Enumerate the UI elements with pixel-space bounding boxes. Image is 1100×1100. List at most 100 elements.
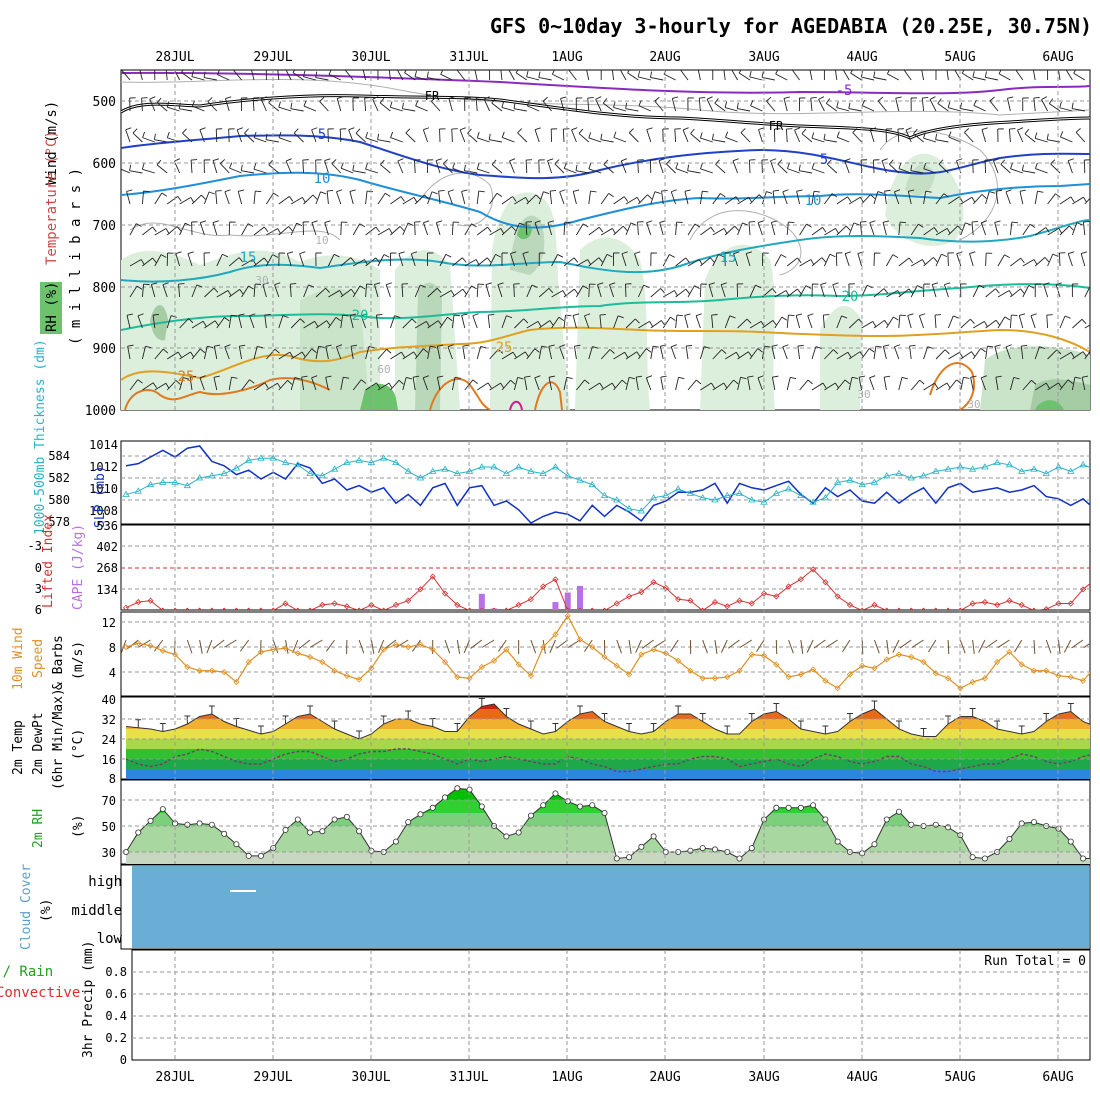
barb-staff	[315, 191, 321, 205]
barb-flag	[929, 96, 936, 100]
barb-flag	[635, 375, 643, 378]
rh-point	[908, 821, 915, 828]
wind10-marker	[392, 641, 400, 648]
upper-wind-barb	[873, 288, 889, 298]
barb-flag	[534, 220, 541, 224]
upper-wind-barb	[749, 194, 764, 205]
barb-flag	[661, 320, 666, 326]
barb-staff	[576, 379, 585, 391]
barb-flag	[368, 345, 375, 349]
barb-staff	[869, 377, 875, 391]
barb-staff	[923, 191, 927, 205]
barb-flag	[690, 128, 695, 134]
barb-flag	[404, 70, 407, 73]
barb-staff	[203, 191, 210, 205]
barb-staff	[204, 320, 216, 329]
upper-wind-barb	[662, 316, 676, 329]
barb-flag	[573, 257, 579, 263]
barb-flag	[781, 316, 788, 321]
upper-wind-barb	[302, 159, 309, 174]
rh-point	[736, 855, 743, 862]
contour-rh-gray	[419, 172, 494, 227]
wind10-axis-units: (m/s)	[71, 641, 86, 680]
barb-flag	[311, 127, 318, 131]
barb-staff	[336, 98, 342, 112]
barb-staff	[972, 76, 986, 81]
barb-flag	[913, 128, 918, 135]
barb-flag	[423, 375, 429, 379]
barb-flag	[345, 70, 346, 71]
barb-staff	[253, 137, 267, 143]
barb-staff	[1067, 253, 1073, 267]
rh-point	[405, 819, 412, 826]
barb-flag	[397, 158, 404, 162]
barb-staff	[149, 98, 156, 112]
y-tick-label: 1010	[89, 482, 118, 496]
upper-wind-barb	[476, 257, 492, 267]
upper-wind-barb	[736, 102, 751, 112]
barb-staff	[377, 192, 386, 205]
contour-temp-5	[121, 134, 1090, 180]
rh-shade-area	[905, 164, 935, 195]
barb-flag	[757, 348, 763, 353]
barb-flag	[989, 96, 995, 102]
barb-flag	[1048, 98, 1054, 104]
rh-point	[785, 804, 792, 811]
wind10-barb	[978, 639, 986, 653]
barb-staff	[487, 315, 491, 329]
barb-flag	[390, 131, 394, 138]
upper-wind-barb	[699, 346, 711, 360]
lifted-index-marker	[282, 600, 289, 607]
barb-staff	[285, 160, 292, 174]
barb-flag	[231, 376, 238, 379]
barb-flag	[946, 382, 951, 389]
barb-flag	[612, 228, 616, 234]
rh-point	[883, 816, 890, 823]
barb-flag	[815, 346, 822, 349]
barb-staff	[811, 257, 823, 267]
lifted-index-marker	[711, 599, 719, 606]
barb-staff	[771, 377, 776, 391]
upper-wind-barb	[897, 128, 904, 143]
barb-flag	[599, 382, 604, 389]
contour-temp-minus5	[121, 71, 1090, 95]
upper-wind-barb	[576, 379, 590, 391]
barb-flag	[453, 314, 461, 317]
barb-staff	[439, 290, 452, 298]
upper-wind-barb	[772, 189, 780, 205]
barb-flag	[993, 158, 1000, 162]
upper-wind-barb	[212, 220, 219, 236]
upper-wind-barb	[154, 228, 170, 236]
barb-flag	[680, 66, 685, 70]
upper-wind-barb	[923, 283, 930, 298]
barb-flag	[175, 380, 181, 385]
upper-wind-barb	[861, 284, 873, 298]
rh-point	[466, 786, 473, 793]
upper-wind-barb	[278, 380, 293, 391]
barb-flag	[459, 127, 466, 131]
barb-staff	[216, 290, 229, 298]
upper-wind-barb	[187, 251, 194, 267]
precip-label-convective: Convective	[0, 985, 80, 1001]
upper-wind-barb	[948, 379, 962, 391]
barb-staff	[834, 70, 838, 81]
barb-staff	[178, 284, 181, 298]
barb-flag	[698, 259, 703, 265]
barb-staff	[1049, 103, 1061, 112]
wind10-barb	[470, 639, 483, 649]
barb-flag	[207, 345, 214, 349]
top-date-label: 5AUG	[944, 50, 975, 65]
barb-flag	[823, 133, 826, 140]
cloud-axis-label: Cloud Cover	[19, 864, 34, 950]
barb-flag	[811, 162, 815, 169]
barb-staff	[836, 225, 847, 236]
wind10-marker	[294, 650, 301, 657]
barb-flag	[595, 96, 602, 100]
upper-wind-barb	[600, 192, 614, 205]
wind10-barb	[498, 639, 507, 652]
upper-wind-barb	[832, 282, 839, 298]
upper-wind-barb	[959, 102, 974, 112]
barb-flag	[1045, 382, 1050, 389]
upper-wind-barb	[513, 222, 526, 236]
y-tick-label: 800	[93, 281, 116, 296]
